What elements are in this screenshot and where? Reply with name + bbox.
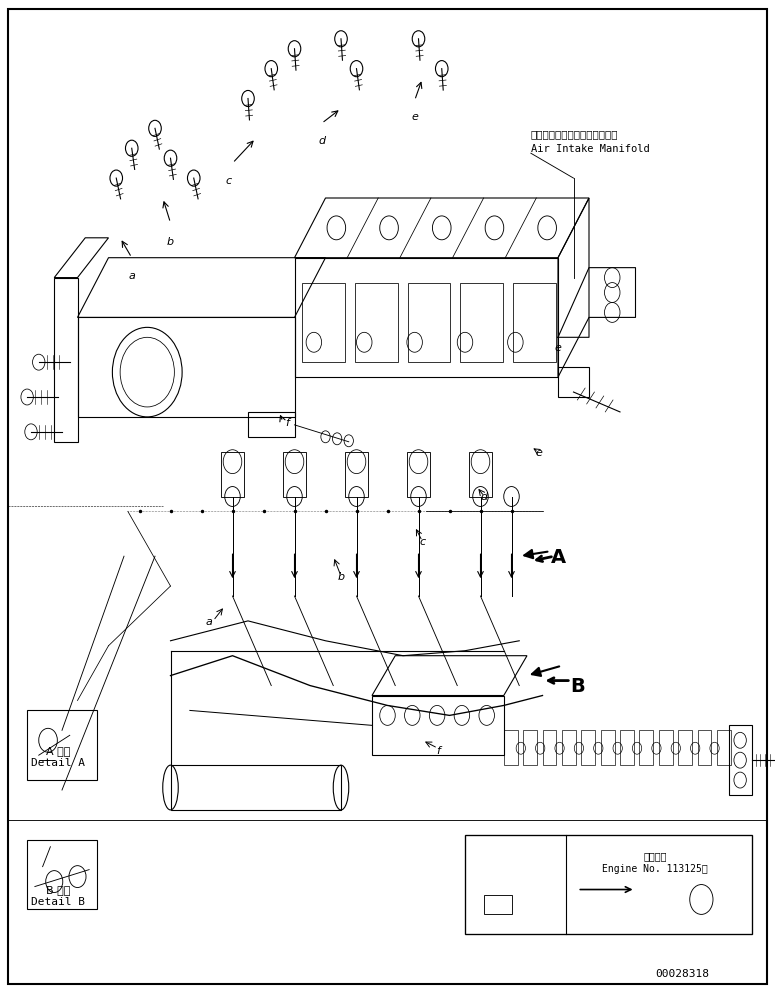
Bar — [408, 283, 450, 363]
Text: a: a — [206, 616, 212, 626]
Bar — [27, 840, 97, 910]
Bar — [302, 283, 345, 363]
Bar — [469, 452, 492, 497]
Text: A 詳細: A 詳細 — [46, 746, 71, 755]
Text: B: B — [570, 676, 585, 696]
Bar — [581, 731, 595, 765]
Bar — [659, 731, 673, 765]
Bar — [513, 283, 556, 363]
Bar — [170, 765, 341, 810]
Text: f: f — [285, 417, 288, 427]
Bar — [542, 731, 556, 765]
Bar — [465, 835, 752, 934]
Text: Detail B: Detail B — [31, 897, 85, 907]
Text: a: a — [129, 270, 135, 280]
Bar — [523, 731, 537, 765]
Text: d: d — [480, 492, 488, 502]
Bar — [345, 452, 368, 497]
Bar — [504, 731, 518, 765]
Text: f: f — [436, 746, 439, 755]
Text: c: c — [419, 537, 425, 547]
Text: A: A — [550, 547, 566, 567]
Text: Air Intake Manifold: Air Intake Manifold — [531, 144, 649, 154]
Bar — [639, 731, 653, 765]
Bar — [562, 731, 576, 765]
Bar — [698, 731, 711, 765]
Bar — [601, 731, 615, 765]
Text: B 詳細: B 詳細 — [46, 885, 71, 895]
Bar — [27, 711, 97, 780]
Bar — [460, 283, 503, 363]
Bar — [678, 731, 692, 765]
Text: 適用号機: 適用号機 — [643, 850, 666, 860]
Bar — [717, 731, 731, 765]
Text: エアーインテークマニホールド: エアーインテークマニホールド — [531, 129, 618, 139]
Text: 00028318: 00028318 — [655, 968, 709, 978]
Text: e: e — [555, 343, 561, 353]
Text: e: e — [536, 447, 542, 457]
Bar — [355, 283, 398, 363]
Text: e: e — [412, 112, 418, 122]
Text: Engine No. 113125〜: Engine No. 113125〜 — [602, 863, 708, 873]
Text: b: b — [337, 572, 345, 581]
Bar — [221, 452, 244, 497]
Bar — [283, 452, 306, 497]
Text: d: d — [318, 136, 326, 146]
Text: Detail A: Detail A — [31, 757, 85, 767]
Text: b: b — [167, 237, 174, 247]
Bar — [407, 452, 430, 497]
Text: c: c — [226, 176, 232, 186]
Bar — [620, 731, 634, 765]
